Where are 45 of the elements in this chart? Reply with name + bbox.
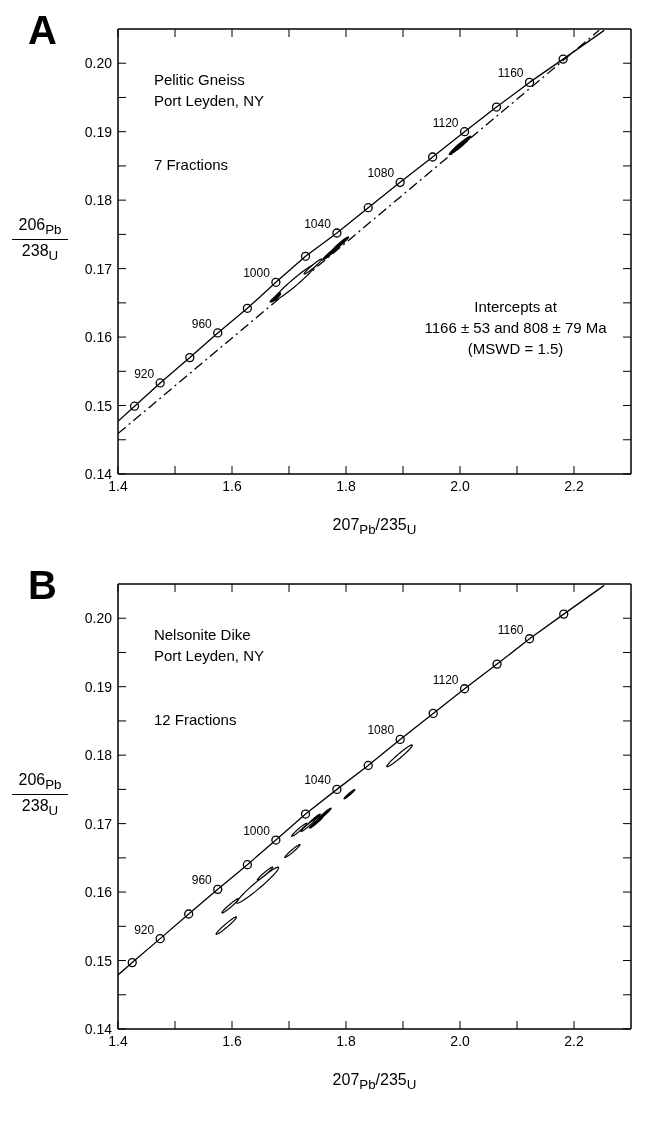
annotation: 1080: [367, 166, 395, 181]
y-tick-label: 0.15: [84, 952, 113, 969]
chart-title: A: [28, 8, 57, 53]
y-tick-label: 0.16: [84, 329, 113, 346]
x-tick-label: 1.8: [336, 1033, 356, 1049]
y-tick-label: 0.19: [84, 678, 113, 695]
y-axis-title: 206$_{Pb}$ 238$_{U}$: [18, 215, 62, 264]
annotation: 1000: [243, 266, 271, 281]
y-tick-label: 0.18: [84, 747, 113, 764]
annotation: 960: [191, 873, 213, 888]
annotation: 1040: [304, 217, 332, 232]
x-tick-label: 2.2: [564, 478, 584, 494]
y-tick-label: 0.20: [84, 55, 113, 72]
y-tick-label: 0.19: [84, 123, 113, 140]
y-axis-title: 206$_{Pb}$ 238$_{U}$: [18, 770, 62, 819]
annotation: 1040: [304, 773, 332, 788]
chart-title: B: [28, 563, 57, 608]
x-axis-title: 207$_{Pb}$/235$_{U}$: [332, 516, 417, 538]
annotation: 920: [134, 366, 155, 381]
annotation: Nelsonite Dike Port Leyden, NY: [153, 625, 264, 667]
x-tick-label: 2.2: [564, 1033, 584, 1049]
annotation: 7 Fractions: [153, 154, 229, 175]
y-tick-label: 0.17: [84, 815, 113, 832]
annotation: 1160: [497, 622, 524, 637]
annotation: 960: [191, 316, 213, 331]
annotation: 1120: [432, 115, 459, 130]
annotation: 1080: [367, 723, 395, 738]
x-tick-label: 1.6: [222, 478, 242, 494]
x-axis-title: 207$_{Pb}$/235$_{U}$: [332, 1071, 417, 1093]
annotation: Pelitic Gneiss Port Leyden, NY: [153, 70, 264, 112]
y-tick-label: 0.15: [84, 397, 113, 414]
x-tick-label: 1.8: [336, 478, 356, 494]
annotation: 1160: [497, 66, 524, 81]
y-tick-label: 0.18: [84, 192, 113, 209]
annotation: 12 Fractions: [153, 709, 237, 730]
annotation: Intercepts at 1166 ± 53 and 808 ± 79 Ma (MSWD = 1.5): [423, 297, 608, 359]
y-tick-label: 0.16: [84, 884, 113, 901]
annotation: 920: [134, 922, 155, 937]
annotation: 1000: [243, 824, 271, 839]
y-tick-label: 0.17: [84, 260, 113, 277]
x-tick-label: 2.0: [450, 478, 470, 494]
x-tick-label: 2.0: [450, 1033, 470, 1049]
y-tick-label: 0.20: [84, 610, 113, 627]
annotation: 1120: [432, 672, 459, 687]
x-tick-label: 1.6: [222, 1033, 242, 1049]
